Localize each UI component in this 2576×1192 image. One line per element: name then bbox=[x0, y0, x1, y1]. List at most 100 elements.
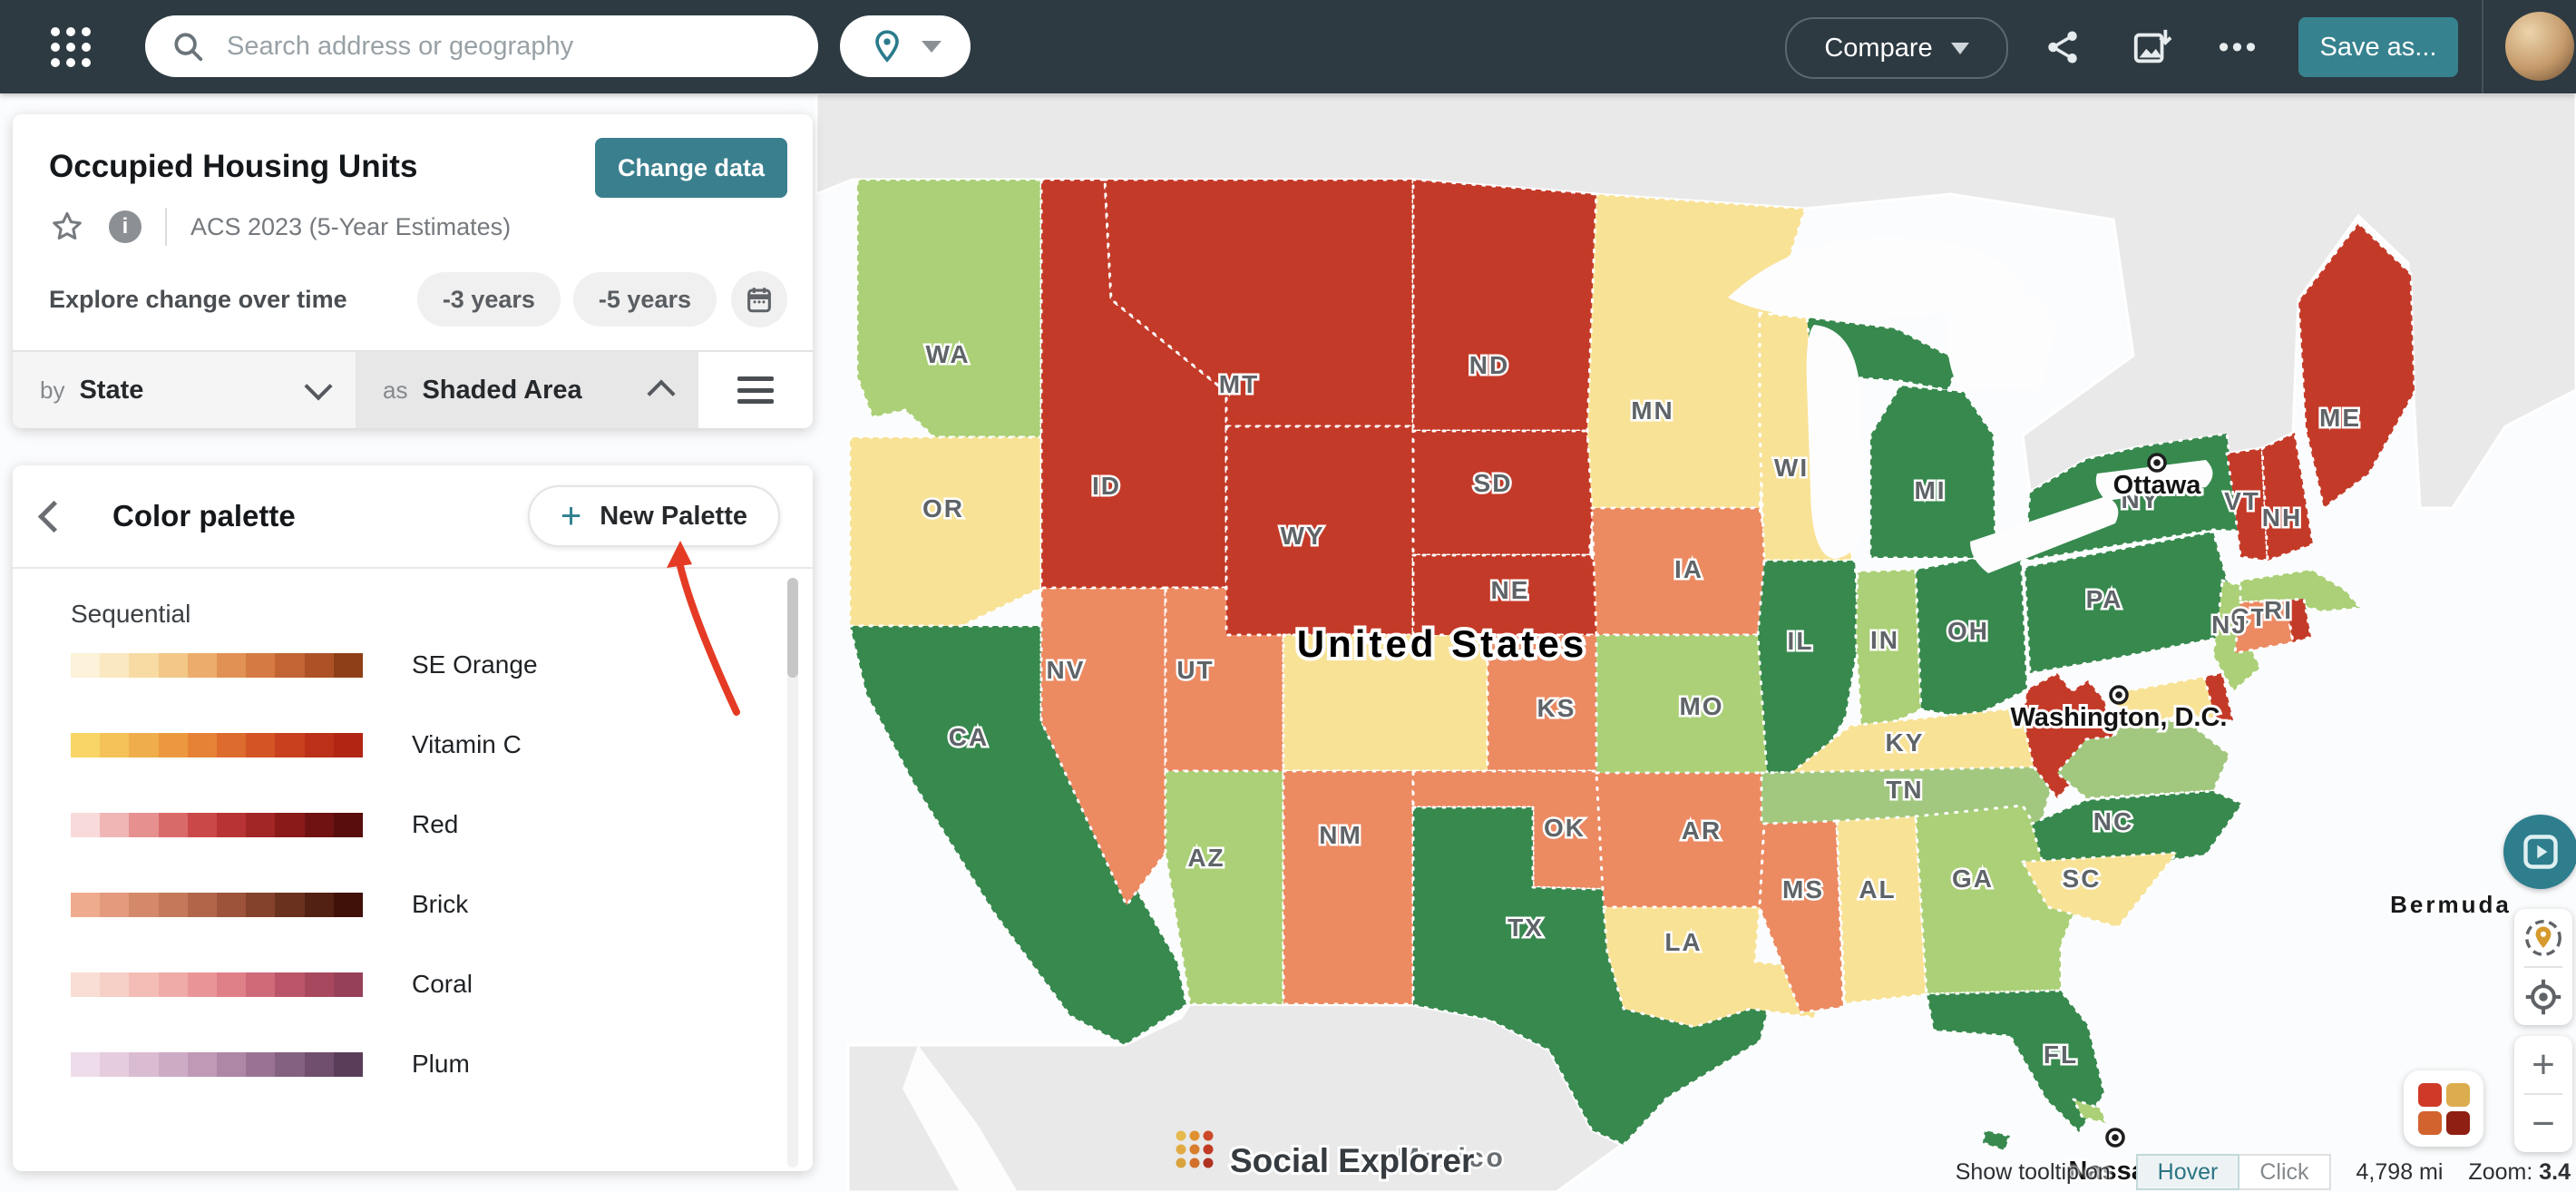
minus-3-years-button[interactable]: -3 years bbox=[416, 272, 561, 327]
lake-huron bbox=[1947, 274, 2055, 392]
pin-location-button[interactable] bbox=[2514, 909, 2572, 966]
tooltip-mode-toggle: Hover Click bbox=[2135, 1154, 2331, 1190]
palette-row[interactable]: Vitamin C bbox=[71, 727, 522, 763]
state-shape-VA[interactable] bbox=[2055, 708, 2231, 800]
scrollbar-track[interactable] bbox=[787, 578, 798, 1168]
attribution-logo-text[interactable]: Social Explorer bbox=[1227, 1139, 1477, 1182]
state-shape-ME[interactable] bbox=[2297, 221, 2416, 510]
zoom-readout: Zoom: 3.4 bbox=[2468, 1159, 2571, 1186]
chevron-down-icon bbox=[304, 372, 333, 401]
geography-level-dropdown[interactable]: by State bbox=[13, 352, 356, 428]
minus-5-years-button[interactable]: -5 years bbox=[572, 272, 717, 327]
state-shape-DE[interactable] bbox=[2202, 671, 2235, 726]
export-image-button[interactable] bbox=[2126, 22, 2177, 73]
state-shape-CT[interactable] bbox=[2233, 599, 2295, 655]
state-shape-ND[interactable] bbox=[1411, 178, 1598, 433]
state-shape-WY[interactable] bbox=[1225, 425, 1415, 637]
attribution-logo-dot bbox=[1203, 1144, 1214, 1155]
share-icon bbox=[2048, 31, 2077, 64]
palette-row[interactable]: Brick bbox=[71, 886, 468, 923]
palette-grid-icon bbox=[2417, 1082, 2470, 1135]
state-shape-CA[interactable] bbox=[848, 624, 1188, 1047]
state-shape-NM[interactable] bbox=[1282, 769, 1415, 1006]
save-as-button[interactable]: Save as... bbox=[2298, 17, 2458, 77]
zoom-out-button[interactable]: − bbox=[2532, 1100, 2555, 1146]
map-palette-button[interactable] bbox=[2404, 1070, 2483, 1147]
state-shape-NH[interactable] bbox=[2260, 431, 2315, 562]
state-shape-AZ[interactable] bbox=[1164, 769, 1285, 1006]
state-label-AR: AR bbox=[1682, 816, 1722, 845]
back-button[interactable] bbox=[13, 465, 94, 567]
state-shape-OR[interactable] bbox=[848, 435, 1043, 628]
current-location-button[interactable] bbox=[2514, 968, 2572, 1025]
state-label-SC: SC bbox=[2063, 865, 2102, 893]
color-palette-panel: Color palette + New Palette Sequential S… bbox=[13, 465, 813, 1171]
palette-row[interactable]: Red bbox=[71, 806, 458, 843]
change-data-button[interactable]: Change data bbox=[595, 138, 787, 198]
state-shape-WA[interactable] bbox=[855, 178, 1043, 439]
state-shape-NV[interactable] bbox=[1039, 586, 1167, 907]
variable-panel: Occupied Housing Units Change data i ACS… bbox=[13, 114, 813, 428]
star-icon[interactable] bbox=[49, 209, 85, 245]
state-shape-GA[interactable] bbox=[1914, 804, 2081, 996]
search-bar[interactable] bbox=[145, 15, 818, 77]
play-icon bbox=[2523, 835, 2558, 869]
state-label-WA: WA bbox=[925, 340, 970, 368]
state-shape-NJ[interactable] bbox=[2211, 579, 2262, 693]
compare-button[interactable]: Compare bbox=[1785, 17, 2008, 79]
share-button[interactable] bbox=[2037, 22, 2088, 73]
state-shape-AL[interactable] bbox=[1835, 815, 1928, 1005]
state-label-MN: MN bbox=[1631, 396, 1674, 425]
state-label-OR: OR bbox=[922, 494, 964, 523]
user-avatar[interactable] bbox=[2505, 12, 2574, 81]
state-shape-BAH1[interactable] bbox=[2072, 1098, 2108, 1125]
layer-options-button[interactable] bbox=[698, 352, 813, 428]
palette-row[interactable]: SE Orange bbox=[71, 647, 538, 683]
state-shape-WV[interactable] bbox=[2021, 671, 2115, 800]
state-label-AL: AL bbox=[1859, 875, 1896, 904]
state-shape-NC[interactable] bbox=[2030, 789, 2244, 871]
palette-row[interactable]: Plum bbox=[71, 1046, 470, 1082]
more-options-button[interactable]: ••• bbox=[2213, 22, 2264, 73]
state-shape-LA[interactable] bbox=[1602, 905, 1818, 1029]
state-label-CT: CT bbox=[2230, 603, 2268, 631]
state-shape-FL[interactable] bbox=[1925, 989, 2106, 1134]
state-shape-TX[interactable] bbox=[1411, 806, 1775, 1147]
state-shape-TN[interactable] bbox=[1760, 765, 2059, 826]
palette-name: Vitamin C bbox=[412, 730, 522, 758]
state-shape-SC[interactable] bbox=[2021, 851, 2179, 929]
state-shape-MO[interactable] bbox=[1595, 633, 1772, 775]
state-shape-RI[interactable] bbox=[2284, 597, 2313, 644]
state-shape-AR[interactable] bbox=[1595, 771, 1769, 909]
state-shape-MS[interactable] bbox=[1758, 819, 1845, 1014]
attribution-logo-dot bbox=[1189, 1144, 1200, 1155]
state-label-AZ: AZ bbox=[1187, 844, 1225, 872]
state-shape-BAH2[interactable] bbox=[1981, 1128, 2012, 1152]
new-palette-button[interactable]: + New Palette bbox=[527, 485, 780, 547]
scrollbar-thumb[interactable] bbox=[787, 578, 798, 678]
tooltip-hover-option[interactable]: Hover bbox=[2135, 1154, 2240, 1190]
calendar-button[interactable] bbox=[731, 271, 787, 327]
search-input[interactable] bbox=[225, 30, 773, 63]
info-icon[interactable]: i bbox=[109, 210, 141, 243]
tooltip-click-option[interactable]: Click bbox=[2239, 1154, 2331, 1190]
palette-name: Coral bbox=[412, 970, 473, 998]
palette-row[interactable]: Coral bbox=[71, 966, 473, 1002]
geography-selector-button[interactable] bbox=[840, 15, 971, 77]
state-shape-MI[interactable] bbox=[1869, 384, 1997, 560]
state-shape-VT[interactable] bbox=[2225, 446, 2269, 562]
state-label-MO: MO bbox=[1679, 692, 1723, 720]
visualization-type-dropdown[interactable]: as Shaded Area bbox=[356, 352, 698, 428]
state-label-MS: MS bbox=[1782, 875, 1824, 904]
app-grid-icon[interactable] bbox=[47, 24, 94, 71]
state-shape-MN[interactable] bbox=[1586, 192, 1807, 510]
lake-erie bbox=[1970, 496, 2119, 573]
city-marker-dot bbox=[2153, 459, 2161, 466]
pin-in-circle-icon bbox=[2525, 919, 2561, 956]
zoom-in-button[interactable]: + bbox=[2532, 1041, 2555, 1087]
presentation-mode-button[interactable] bbox=[2503, 815, 2576, 889]
crosshair-icon bbox=[2525, 979, 2561, 1014]
zoom-value: 3.4 bbox=[2539, 1158, 2571, 1185]
attribution-logo-dot bbox=[1189, 1158, 1200, 1168]
state-shape-IN[interactable] bbox=[1854, 568, 1923, 728]
